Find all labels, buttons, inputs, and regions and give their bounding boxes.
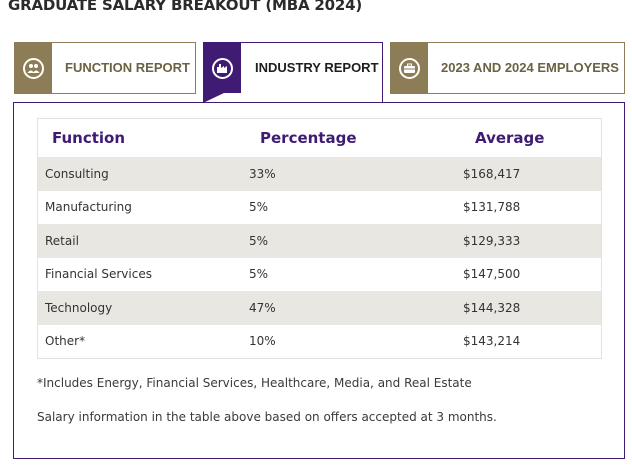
tab-industry-report[interactable]: INDUSTRY REPORT (203, 42, 383, 103)
table-row: Retail 5% $129,333 (37, 224, 602, 258)
table-header-row: Function Percentage Average (37, 118, 602, 157)
tab-label: 2023 AND 2024 EMPLOYERS (441, 60, 619, 75)
function-cell: Manufacturing (37, 190, 249, 224)
percentage-cell: 5% (249, 190, 463, 224)
table-row: Financial Services 5% $147,500 (37, 257, 602, 291)
tab-icon-box (15, 43, 52, 93)
average-cell: $147,500 (463, 257, 602, 291)
active-tab-pointer (203, 92, 226, 103)
percentage-cell: 5% (249, 257, 463, 291)
footnote-salary-info: Salary information in the table above ba… (37, 410, 497, 424)
average-cell: $143,214 (463, 324, 602, 359)
average-cell: $144,328 (463, 291, 602, 325)
function-cell: Other* (37, 324, 249, 359)
function-cell: Financial Services (37, 257, 249, 291)
percentage-cell: 33% (249, 157, 463, 191)
tab-icon-box (204, 43, 241, 93)
people-icon (23, 57, 44, 79)
function-cell: Technology (37, 291, 249, 325)
column-header: Average (463, 118, 602, 157)
table-row: Manufacturing 5% $131,788 (37, 190, 602, 224)
tab-label: INDUSTRY REPORT (255, 60, 379, 75)
tab-function-report[interactable]: FUNCTION REPORT (14, 42, 196, 94)
tab-employers[interactable]: 2023 AND 2024 EMPLOYERS (390, 42, 625, 94)
salary-table: Function Percentage Average Consulting 3… (37, 118, 602, 359)
factory-icon (212, 57, 233, 79)
page-title: GRADUATE SALARY BREAKOUT (MBA 2024) (8, 0, 363, 14)
tab-icon-box (391, 43, 428, 93)
table-row: Technology 47% $144,328 (37, 291, 602, 325)
function-cell: Retail (37, 224, 249, 258)
column-header: Percentage (249, 118, 463, 157)
table-row: Other* 10% $143,214 (37, 324, 602, 359)
tab-label: FUNCTION REPORT (65, 60, 190, 75)
function-cell: Consulting (37, 157, 249, 191)
percentage-cell: 47% (249, 291, 463, 325)
percentage-cell: 5% (249, 224, 463, 258)
average-cell: $168,417 (463, 157, 602, 191)
column-header: Function (37, 118, 249, 157)
footnote-includes: *Includes Energy, Financial Services, He… (37, 376, 472, 390)
briefcase-icon (399, 57, 420, 79)
average-cell: $129,333 (463, 224, 602, 258)
average-cell: $131,788 (463, 190, 602, 224)
table-row: Consulting 33% $168,417 (37, 157, 602, 191)
percentage-cell: 10% (249, 324, 463, 359)
